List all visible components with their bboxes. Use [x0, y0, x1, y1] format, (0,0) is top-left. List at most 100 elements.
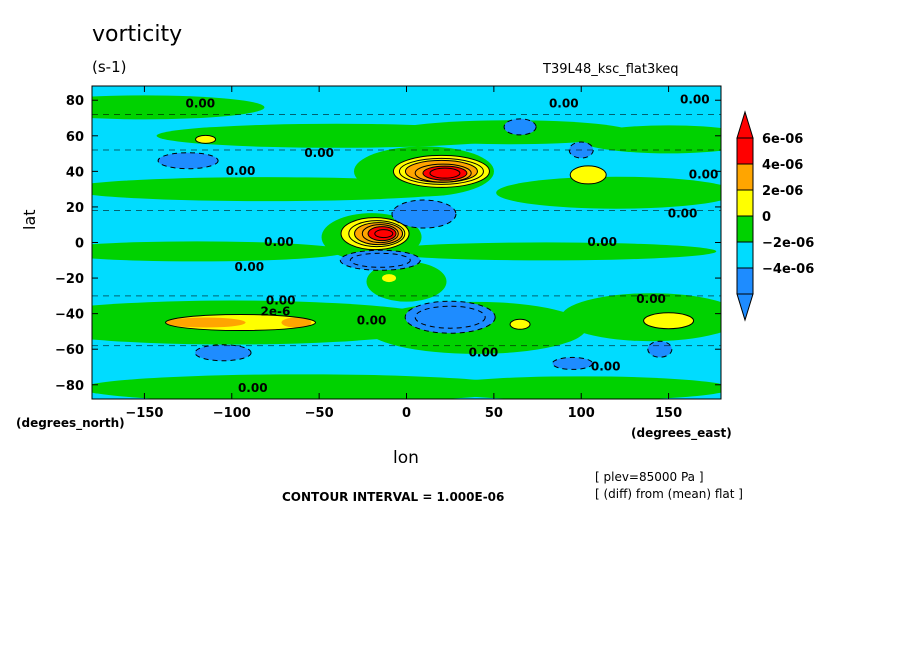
- positive-contour: [165, 314, 317, 332]
- x-tick-label: 50: [485, 406, 503, 421]
- contour-label: 0.00: [591, 359, 621, 373]
- band-positive: [561, 293, 721, 342]
- contour-label: 0.00: [680, 93, 710, 107]
- contour-label: 0.00: [357, 313, 387, 327]
- y-tick-label: −40: [55, 308, 84, 323]
- contour-labels: 0.00 0.00 0.000.000.00 0.000.000.000.000.00…: [186, 93, 719, 395]
- negative-blob: [195, 344, 252, 361]
- positive-contour: [392, 154, 490, 188]
- y-axis-units: (degrees_north): [16, 416, 125, 430]
- negative-contour: [349, 252, 411, 268]
- band-positive: [366, 261, 447, 302]
- negative-blob: [391, 200, 456, 229]
- contour-field: [92, 86, 721, 399]
- contour-label: 0.00: [469, 345, 499, 359]
- positive-contour: [398, 157, 484, 185]
- y-tick-label: −80: [55, 379, 84, 394]
- negative-blob: [552, 357, 593, 370]
- y-axis-ticks: 80 60 40 20 0 −20 −40 −60 −80: [55, 94, 721, 394]
- positive-contour: [509, 318, 531, 330]
- positive-contour: [354, 222, 404, 246]
- positive-blob: [165, 317, 246, 328]
- contour-label: 0.00: [266, 294, 296, 308]
- contour-label: 0.00: [186, 96, 216, 110]
- positive-blob: [570, 165, 607, 184]
- positive-blob: [643, 312, 694, 329]
- colorbar-label: 6e-06: [762, 132, 803, 147]
- colorbar-label: −4e-06: [762, 262, 814, 277]
- colorbar-arrow-top: [736, 110, 754, 139]
- run-id-label: T39L48_ksc_flat3keq: [543, 62, 679, 77]
- positive-contour: [348, 220, 406, 248]
- x-axis-label: lon: [393, 448, 419, 468]
- y-tick-label: 60: [66, 130, 84, 145]
- band-positive: [376, 242, 717, 261]
- negative-contour: [194, 344, 252, 362]
- positive-contour: [367, 226, 397, 242]
- contour-label: 0.00: [238, 381, 268, 395]
- x-tick-label: −50: [305, 406, 334, 421]
- negative-contour: [414, 305, 486, 329]
- band-positive: [578, 125, 721, 154]
- negative-blob: [504, 118, 537, 135]
- x-tick-label: 100: [568, 406, 595, 421]
- y-tick-label: 40: [66, 165, 84, 180]
- band-positive: [92, 374, 522, 399]
- positive-contour: [361, 224, 399, 244]
- x-tick-label: −100: [213, 406, 251, 421]
- colorbar-label: 2e-06: [762, 184, 803, 199]
- contour-label: 0.00: [234, 260, 264, 274]
- positive-blob: [281, 317, 312, 328]
- y-tick-label: 80: [66, 94, 84, 109]
- contour-lines: [92, 113, 721, 370]
- negative-blob: [158, 152, 219, 169]
- positive-blob: [510, 319, 531, 330]
- colorbar-label: 0: [762, 210, 771, 225]
- positive-contour: [429, 167, 461, 179]
- band-positive: [92, 95, 265, 120]
- contour-label: 0.00: [668, 207, 698, 221]
- positive-contour: [422, 165, 468, 181]
- positive-contour: [643, 312, 695, 330]
- colorbar-label: −2e-06: [762, 236, 814, 251]
- x-tick-label: 0: [402, 406, 411, 421]
- positive-contour: [195, 134, 217, 144]
- negative-contour: [339, 249, 421, 271]
- negative-contour: [157, 152, 219, 170]
- y-tick-label: −20: [55, 272, 84, 287]
- chart-title: vorticity: [92, 22, 183, 47]
- colorbar-label: 4e-06: [762, 158, 803, 173]
- contour-label: 0.00: [304, 146, 334, 160]
- x-tick-label: 150: [655, 406, 682, 421]
- colorbar-swatch: [736, 267, 754, 295]
- positive-contour: [374, 229, 394, 239]
- positive-contour: [569, 165, 607, 185]
- negative-contour: [391, 199, 457, 229]
- x-tick-label: −150: [125, 406, 163, 421]
- negative-contour: [551, 356, 593, 370]
- x-axis-ticks: −150 −100 −50 0 50 100 150: [125, 86, 682, 421]
- positive-blob: [195, 135, 216, 144]
- y-tick-label: −60: [55, 343, 84, 358]
- negative-contour: [404, 300, 496, 334]
- positive-blob: [382, 274, 397, 283]
- contour-label: 0.00: [264, 235, 294, 249]
- colorbar-swatch: [736, 189, 754, 217]
- contour-interval-label: CONTOUR INTERVAL = 1.000E-06: [282, 490, 505, 504]
- x-axis-units: (degrees_east): [631, 426, 732, 440]
- colorbar-swatch: [736, 137, 754, 165]
- diff-note: [ (diff) from (mean) flat ]: [595, 487, 743, 501]
- contour-label: 0.00: [226, 164, 256, 178]
- colorbar-arrow-bottom: [736, 293, 754, 322]
- contour-label: 2e-6: [261, 304, 291, 318]
- contour-label: 0.00: [636, 292, 666, 306]
- contour-label: 0.00: [689, 167, 719, 181]
- chart-units: (s-1): [92, 58, 127, 76]
- colorbar-swatch: [736, 163, 754, 191]
- level-note: [ plev=85000 Pa ]: [595, 470, 704, 484]
- contour-label: 0.00: [587, 235, 617, 249]
- negative-contour: [503, 118, 537, 136]
- colorbar-swatch: [736, 241, 754, 269]
- band-positive: [92, 241, 347, 262]
- band-positive: [431, 376, 721, 399]
